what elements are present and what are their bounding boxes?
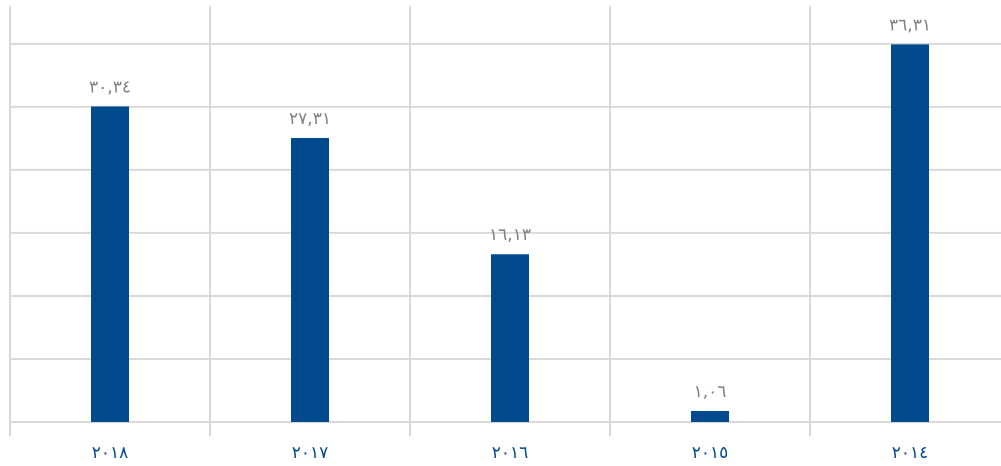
x-tick-label-4: ٢٠١٤ xyxy=(892,443,929,463)
bar-3 xyxy=(691,410,729,422)
data-labels: ٣٠,٣٤ ٢٧,٣١ ١٦,١٣ ١,٠٦ ٣٦,٣١ xyxy=(89,15,931,402)
bars xyxy=(91,44,929,423)
gridlines xyxy=(9,6,1001,436)
x-tick-label-0: ٢٠١٨ xyxy=(92,443,129,463)
data-label-0: ٣٠,٣٤ xyxy=(89,77,131,97)
data-label-2: ١٦,١٣ xyxy=(489,225,531,245)
bar-0 xyxy=(91,106,129,423)
data-label-3: ١,٠٦ xyxy=(694,382,727,402)
bar-4 xyxy=(891,44,929,422)
x-tick-label-2: ٢٠١٦ xyxy=(492,443,529,463)
data-label-1: ٢٧,٣١ xyxy=(289,109,331,129)
x-axis-ticks: ٢٠١٨ ٢٠١٧ ٢٠١٦ ٢٠١٥ ٢٠١٤ xyxy=(92,443,929,463)
bar-2 xyxy=(491,254,529,422)
data-label-4: ٣٦,٣١ xyxy=(889,15,931,35)
x-tick-label-3: ٢٠١٥ xyxy=(692,443,729,463)
bar-1 xyxy=(291,137,329,422)
x-tick-label-1: ٢٠١٧ xyxy=(292,443,329,463)
